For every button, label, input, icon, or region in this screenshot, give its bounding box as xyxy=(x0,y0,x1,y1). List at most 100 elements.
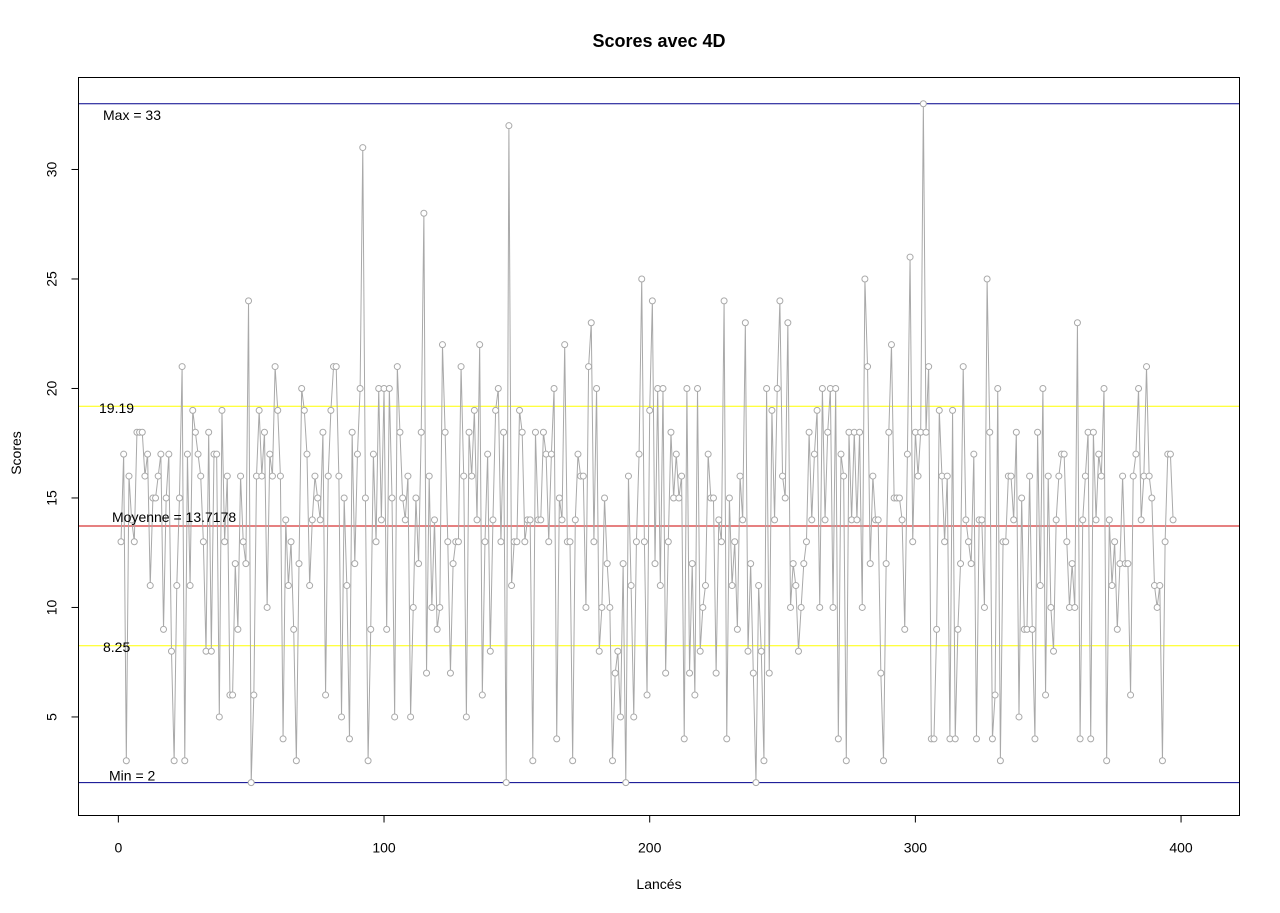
y-tick-label: 10 xyxy=(44,599,60,615)
data-point xyxy=(1034,428,1042,436)
data-point xyxy=(1113,625,1121,633)
data-point xyxy=(213,450,221,458)
data-point xyxy=(914,472,922,480)
data-point xyxy=(595,647,603,655)
data-point xyxy=(566,538,574,546)
data-point xyxy=(409,603,417,611)
data-point xyxy=(1055,472,1063,480)
data-point xyxy=(1100,384,1108,392)
data-point xyxy=(470,406,478,414)
data-point xyxy=(925,363,933,371)
data-point xyxy=(656,582,664,590)
data-point xyxy=(468,472,476,480)
data-point xyxy=(980,603,988,611)
data-point xyxy=(789,560,797,568)
data-point xyxy=(587,319,595,327)
data-point xyxy=(1015,713,1023,721)
data-point xyxy=(736,472,744,480)
data-point xyxy=(170,757,178,765)
data-point xyxy=(951,735,959,743)
data-point xyxy=(672,450,680,458)
x-tick-label: 400 xyxy=(1169,840,1193,856)
data-point xyxy=(959,363,967,371)
data-point xyxy=(800,560,808,568)
data-point xyxy=(978,516,986,524)
data-point xyxy=(561,341,569,349)
reference-label-2: Moyenne = 13.7178 xyxy=(112,509,236,525)
data-point xyxy=(720,297,728,305)
data-point xyxy=(970,450,978,458)
data-point xyxy=(255,406,263,414)
data-point xyxy=(396,428,404,436)
data-point xyxy=(824,428,832,436)
data-point xyxy=(601,494,609,502)
data-point xyxy=(547,450,555,458)
data-point xyxy=(962,516,970,524)
data-point xyxy=(723,735,731,743)
data-point xyxy=(840,472,848,480)
data-point xyxy=(516,406,524,414)
data-point xyxy=(694,384,702,392)
data-point xyxy=(436,603,444,611)
data-point xyxy=(361,494,369,502)
data-point xyxy=(167,647,175,655)
series-line-0 xyxy=(120,103,1174,783)
data-point xyxy=(731,538,739,546)
data-point xyxy=(935,406,943,414)
data-point xyxy=(276,472,284,480)
data-point xyxy=(866,560,874,568)
data-point xyxy=(221,538,229,546)
data-point xyxy=(1129,472,1137,480)
plot-frame xyxy=(78,77,1240,816)
data-point xyxy=(638,275,646,283)
data-point xyxy=(457,363,465,371)
data-point xyxy=(300,406,308,414)
data-point xyxy=(441,428,449,436)
data-point xyxy=(130,538,138,546)
data-point xyxy=(157,450,165,458)
data-point xyxy=(513,538,521,546)
data-point xyxy=(901,625,909,633)
data-point xyxy=(207,647,215,655)
x-tick-label: 200 xyxy=(638,840,662,856)
data-point xyxy=(239,538,247,546)
data-point xyxy=(1108,582,1116,590)
data-point xyxy=(369,450,377,458)
data-point xyxy=(725,494,733,502)
data-point xyxy=(1158,757,1166,765)
data-point xyxy=(518,428,526,436)
data-point xyxy=(351,560,359,568)
data-point xyxy=(579,472,587,480)
data-point xyxy=(810,450,818,458)
data-point xyxy=(709,494,717,502)
data-point xyxy=(1103,757,1111,765)
data-point xyxy=(943,472,951,480)
data-point xyxy=(476,341,484,349)
data-point xyxy=(194,450,202,458)
data-point xyxy=(205,428,213,436)
data-point xyxy=(1097,472,1105,480)
data-point xyxy=(858,603,866,611)
data-point xyxy=(574,450,582,458)
data-point xyxy=(787,603,795,611)
data-point xyxy=(1132,450,1140,458)
data-point xyxy=(818,384,826,392)
data-point xyxy=(181,757,189,765)
data-point xyxy=(508,582,516,590)
data-point xyxy=(356,384,364,392)
data-point xyxy=(1087,735,1095,743)
data-point xyxy=(1111,538,1119,546)
data-point xyxy=(717,538,725,546)
reference-labels: Max = 33 19.19 Moyenne = 13.7178 8.25 Min = … xyxy=(99,107,236,784)
data-point xyxy=(662,669,670,677)
data-point xyxy=(492,406,500,414)
data-point xyxy=(454,538,462,546)
data-point xyxy=(1028,625,1036,633)
data-point xyxy=(431,516,439,524)
data-point xyxy=(609,757,617,765)
data-point xyxy=(502,779,510,787)
data-point xyxy=(842,757,850,765)
data-point xyxy=(816,603,824,611)
data-point xyxy=(797,603,805,611)
data-point xyxy=(640,538,648,546)
